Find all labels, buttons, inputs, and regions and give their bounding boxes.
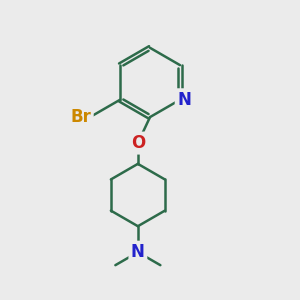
Text: N: N	[177, 91, 191, 109]
Text: N: N	[131, 243, 145, 261]
Text: O: O	[131, 134, 145, 152]
Text: Br: Br	[70, 108, 91, 126]
